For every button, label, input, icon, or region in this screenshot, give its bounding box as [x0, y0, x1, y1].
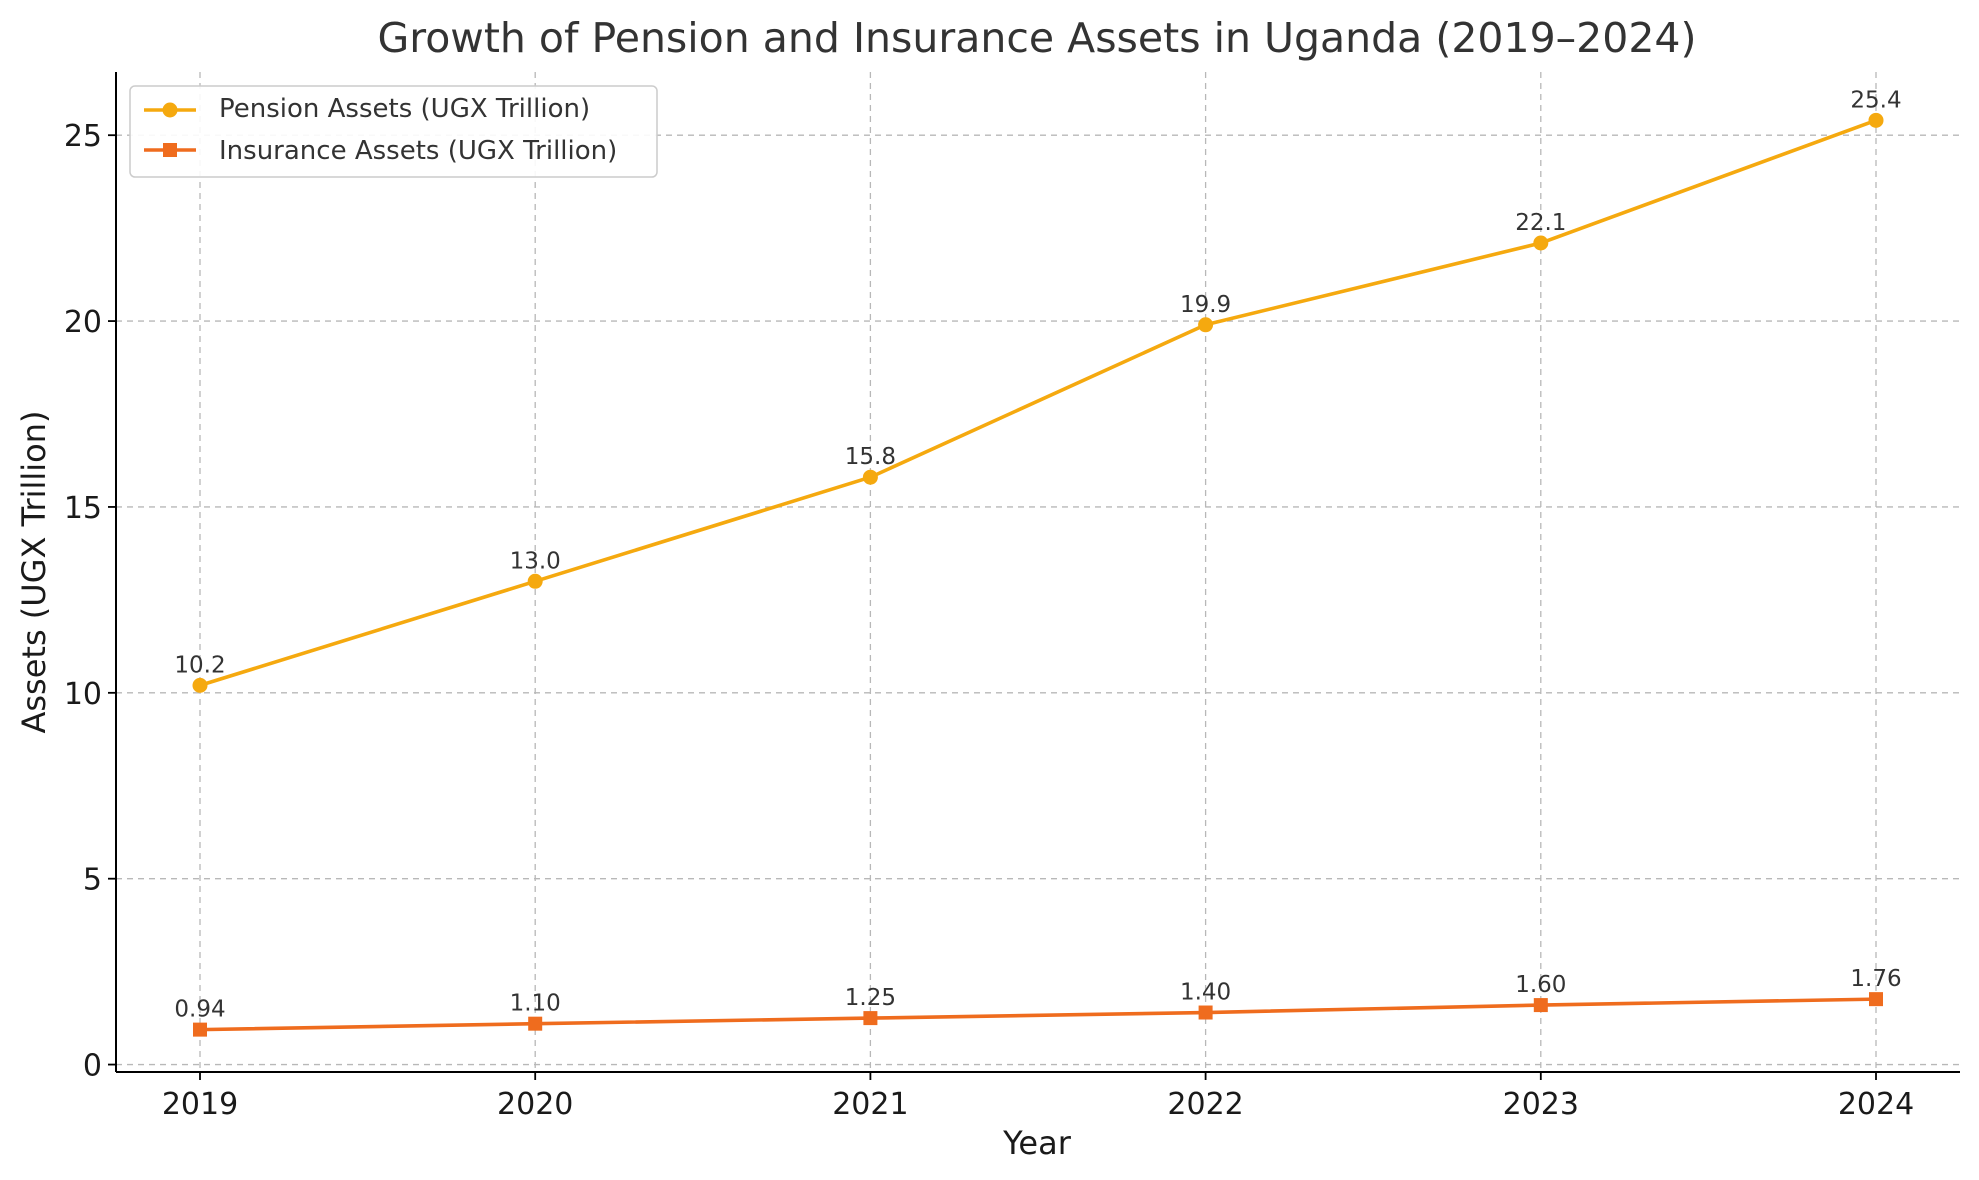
data-label: 22.1: [1515, 210, 1566, 236]
data-point: [1868, 112, 1884, 128]
data-point: [863, 1011, 878, 1026]
chart-title: Growth of Pension and Insurance Assets i…: [377, 14, 1696, 62]
y-tick-label: 10: [64, 677, 102, 712]
data-label: 1.60: [1515, 972, 1566, 998]
data-point: [527, 573, 543, 589]
axes-frame: [115, 72, 1960, 1073]
data-label: 1.25: [845, 985, 896, 1011]
x-tick-label: 2024: [1838, 1087, 1914, 1122]
x-tick-label: 2020: [497, 1087, 573, 1122]
y-tick-label: 0: [83, 1049, 102, 1084]
data-point: [1533, 235, 1549, 251]
data-label: 15.8: [845, 444, 896, 470]
x-tick-label: 2019: [162, 1087, 238, 1122]
data-point: [1533, 998, 1548, 1013]
data-point: [193, 1022, 207, 1037]
x-tick-label: 2022: [1167, 1087, 1243, 1122]
legend-label-insurance: Insurance Assets (UGX Trillion): [219, 136, 617, 166]
legend-swatch-marker: [163, 143, 177, 157]
series-line-insurance: [199, 997, 1877, 1032]
grid: [116, 72, 1960, 1072]
data-label: 1.10: [510, 991, 561, 1017]
legend-swatch-marker: [162, 102, 178, 118]
y-tick-label: 25: [64, 119, 102, 154]
data-point: [192, 677, 208, 693]
data-label: 13.0: [510, 548, 561, 574]
data-point: [1198, 1005, 1213, 1020]
axis-ticks: 2019 2020 2021 2022 2023 2024 0 5 10 15 20 25: [64, 119, 1914, 1122]
x-tick-label: 2021: [832, 1087, 908, 1122]
data-point: [862, 469, 878, 485]
y-tick-label: 5: [83, 863, 102, 898]
data-labels: 10.2 13.0 15.8 19.9 22.1 25.4 0.94 1.10 1.25 1.40…: [174, 87, 1901, 1022]
data-point: [528, 1016, 543, 1031]
legend-label-pension: Pension Assets (UGX Trillion): [219, 94, 590, 124]
data-label: 19.9: [1180, 292, 1231, 318]
data-point: [1198, 317, 1214, 333]
y-tick-label: 20: [64, 305, 102, 340]
data-label: 0.94: [174, 997, 225, 1023]
data-label: 10.2: [174, 652, 225, 678]
data-point: [1869, 992, 1883, 1007]
series-line-pension: [199, 118, 1877, 688]
data-label: 1.76: [1850, 966, 1901, 992]
data-label: 1.40: [1180, 980, 1231, 1006]
legend: Pension Assets (UGX Trillion) Insurance …: [129, 85, 658, 178]
y-tick-label: 15: [64, 491, 102, 526]
data-label: 25.4: [1850, 87, 1901, 113]
x-axis-label: Year: [1002, 1124, 1072, 1162]
x-tick-label: 2023: [1503, 1087, 1579, 1122]
legend-box: [129, 85, 658, 178]
y-axis-label: Assets (UGX Trillion): [15, 410, 53, 733]
series-group: [192, 112, 1884, 1037]
